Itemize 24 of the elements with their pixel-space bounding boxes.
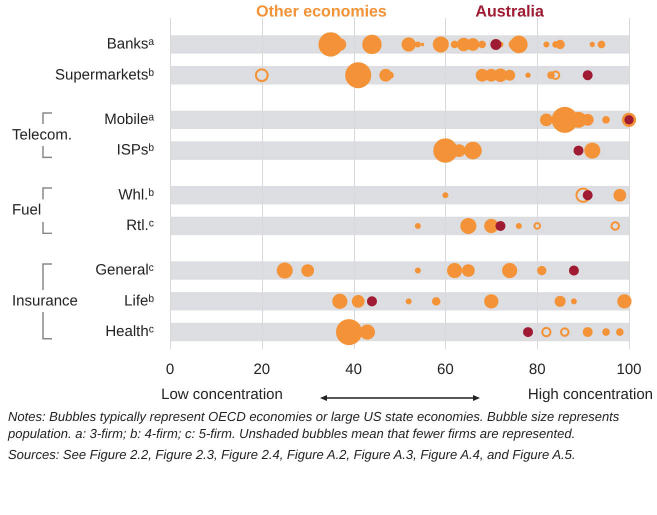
text: Low concentration (161, 386, 283, 404)
y-tick-label: Banksᵃ (106, 36, 154, 53)
x-tick-label: 80 (528, 361, 546, 378)
x-tick-label: 40 (345, 361, 362, 378)
y-tick-label: Lifeᵇ (124, 292, 154, 310)
source-note: Sources: See Figure 2.2, Figure 2.3, Figure 2.4, Figure A.2, Figure A.3, Figure A.4, and Figure A.5. (8, 446, 576, 463)
y-tick-label: Generalᶜ (95, 262, 154, 279)
x-tick-label: 100 (616, 361, 642, 378)
y-tick-label: ISPsᵇ (116, 142, 154, 159)
x-tick-label: 20 (253, 361, 270, 378)
series-label: Australia (475, 3, 544, 20)
text: Telecom. (12, 126, 72, 144)
y-tick-label: Mobileᵃ (104, 110, 154, 128)
text: Notes: Bubbles typically represent OECD economies or large US state economies. Bubble size represents population. a: 3-firm; b: 4-firm; c: 5-firm. Unshaded bubbles mean that fewer firms are represented. (8, 408, 620, 442)
y-tick-label: Rtl.ᶜ (126, 217, 154, 234)
text: Fuel (12, 202, 42, 219)
text: High concentration (528, 386, 653, 404)
x-tick-label: 0 (166, 361, 174, 378)
x-tick-label: 60 (437, 361, 454, 378)
y-tick-label: Healthᶜ (105, 323, 154, 340)
text: Insurance (12, 292, 78, 310)
series-label: Other economies (256, 3, 387, 20)
y-tick-label: Whl.ᵇ (118, 186, 154, 204)
y-tick-label: Supermarketsᵇ (54, 66, 154, 84)
